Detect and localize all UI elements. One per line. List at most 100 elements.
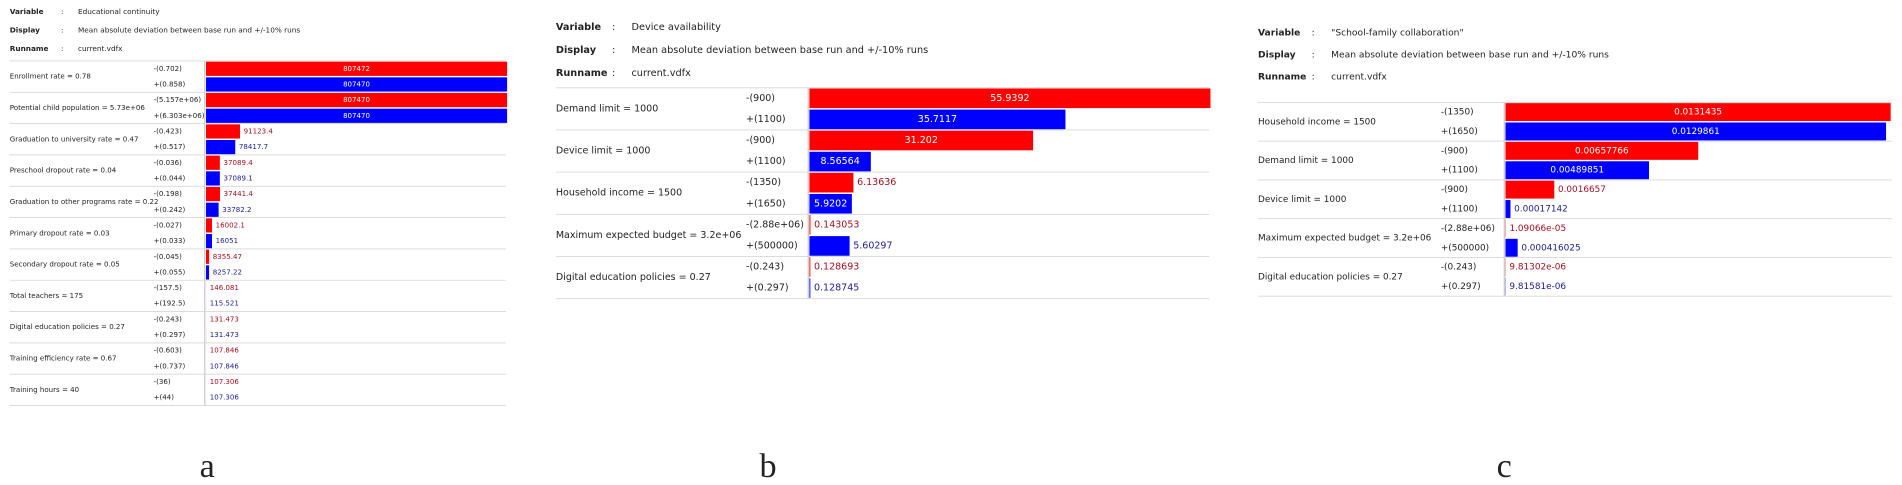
bound-label: +(0.055) <box>154 267 186 276</box>
meta-colon: : <box>61 7 63 16</box>
bound-label: -(0.243) <box>1441 263 1477 273</box>
value-label: 807470 <box>343 111 370 120</box>
value-label: 131.473 <box>210 314 239 323</box>
value-label: 16002.1 <box>216 220 245 229</box>
value-label: 146.081 <box>210 283 239 292</box>
bar <box>206 218 212 233</box>
meta-label: Runname <box>10 44 49 53</box>
value-label: 115.521 <box>210 299 239 308</box>
bound-label: -(900) <box>1441 185 1468 195</box>
bound-label: +(500000) <box>746 240 798 251</box>
bar <box>206 186 220 202</box>
bar <box>809 109 1066 130</box>
row-label: Total teachers = 175 <box>9 291 83 300</box>
row-label: Secondary dropout rate = 0.05 <box>10 260 120 269</box>
bound-label: +(0.737) <box>154 361 186 370</box>
bar <box>1505 180 1555 199</box>
row-label: Device limit = 1000 <box>1258 195 1347 205</box>
value-label: 0.0131435 <box>1674 108 1722 118</box>
stage: Variable: Educational continuity Display: M… <box>9 7 1892 485</box>
row-label: Demand limit = 1000 <box>556 103 658 114</box>
bar <box>809 130 1034 151</box>
bound-label: +(1100) <box>1441 166 1478 176</box>
panel-caption: c <box>1497 448 1512 485</box>
row-label: Maximum expected budget = 3.2e+06 <box>556 230 742 241</box>
meta-value: Device availability <box>631 22 721 33</box>
bound-label: +(1100) <box>746 156 786 167</box>
bar <box>1505 122 1887 141</box>
bound-label: -(1350) <box>1441 108 1474 118</box>
row-label: Digital education policies = 0.27 <box>1258 272 1403 282</box>
bound-label: -(0.243) <box>746 262 784 273</box>
value-label: 78417.7 <box>239 142 268 151</box>
meta-value: current.vdfx <box>631 68 691 79</box>
bar <box>809 88 1211 109</box>
panel-caption: a <box>200 448 215 485</box>
value-label: 37089.1 <box>223 173 252 182</box>
bound-label: +(192.5) <box>154 299 186 308</box>
value-label: 5.9202 <box>814 198 847 209</box>
bar <box>1505 161 1650 180</box>
bar <box>206 265 210 280</box>
bound-label: -(0.036) <box>154 158 183 167</box>
bound-label: -(0.702) <box>154 64 183 73</box>
bound-label: -(900) <box>746 135 775 146</box>
row-label: Training hours = 40 <box>9 385 80 394</box>
value-label: 0.00017142 <box>1514 204 1568 214</box>
value-label: 807470 <box>343 79 370 88</box>
value-label: 33782.2 <box>222 205 251 214</box>
bound-label: +(0.858) <box>154 79 186 88</box>
bar <box>206 93 508 108</box>
bar <box>1505 200 1511 218</box>
meta-value: Mean absolute deviation between base run… <box>1331 50 1609 60</box>
value-label: 55.9392 <box>990 93 1029 104</box>
bound-label: -(2.88e+06) <box>746 219 804 230</box>
meta-value: current.vdfx <box>1331 72 1387 82</box>
row-label: Household income = 1500 <box>556 188 682 199</box>
value-label: 107.306 <box>210 393 240 402</box>
row-label: Demand limit = 1000 <box>1258 156 1354 166</box>
meta-value: Mean absolute deviation between base run… <box>631 45 928 56</box>
row-label: Training efficiency rate = 0.67 <box>9 354 117 363</box>
row-label: Maximum expected budget = 3.2e+06 <box>1258 234 1432 244</box>
value-label: 37089.4 <box>223 158 253 167</box>
value-label: 91123.4 <box>244 126 274 135</box>
bar <box>1505 238 1518 257</box>
bound-label: +(500000) <box>1441 243 1489 253</box>
value-label: 0.143053 <box>814 219 859 230</box>
meta-colon: : <box>1312 50 1315 60</box>
meta-colon: : <box>1312 72 1315 82</box>
value-label: 107.306 <box>210 377 240 386</box>
value-label: 807472 <box>343 64 370 73</box>
row-label: Potential child population = 5.73e+06 <box>10 103 146 112</box>
bar <box>206 155 220 170</box>
row-label: Preschool dropout rate = 0.04 <box>10 166 117 175</box>
bound-label: +(0.242) <box>154 205 186 214</box>
bound-label: +(44) <box>154 393 175 402</box>
meta-colon: : <box>1312 28 1315 38</box>
value-label: 131.473 <box>210 330 239 339</box>
bound-label: -(0.603) <box>154 346 183 355</box>
meta-label: Variable <box>556 22 602 33</box>
row-label: Household income = 1500 <box>1258 117 1376 127</box>
value-label: 807470 <box>343 95 370 104</box>
bound-label: +(1650) <box>1441 127 1478 137</box>
bar <box>809 278 811 298</box>
bar <box>206 140 236 155</box>
bar <box>206 124 240 139</box>
bound-label: +(1100) <box>746 114 786 125</box>
meta-label: Runname <box>556 68 608 79</box>
meta-label: Runname <box>1258 72 1306 82</box>
bound-label: +(6.303e+06) <box>154 111 205 120</box>
meta-colon: : <box>612 68 615 79</box>
bar <box>809 193 852 214</box>
meta-value: current.vdfx <box>78 44 123 53</box>
bound-label: +(0.297) <box>154 330 186 339</box>
bar <box>809 236 850 256</box>
bar <box>809 172 854 193</box>
row-label: Graduation to university rate = 0.47 <box>10 134 139 143</box>
bar <box>206 171 220 186</box>
bound-label: +(0.297) <box>746 283 789 294</box>
bound-label: -(0.423) <box>154 126 183 135</box>
